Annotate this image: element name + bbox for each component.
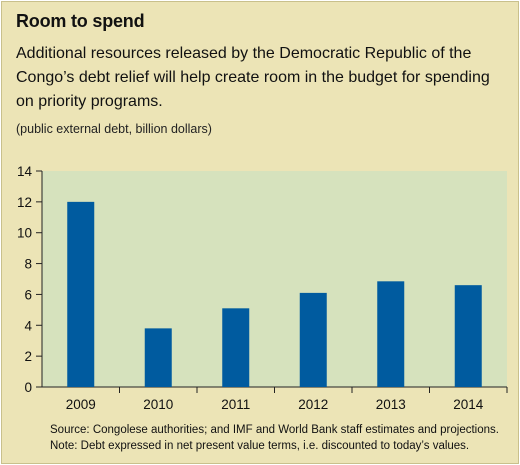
x-tick-label: 2012 bbox=[298, 397, 328, 412]
y-tick-label: 12 bbox=[17, 195, 32, 210]
x-tick-label: 2009 bbox=[66, 397, 96, 412]
y-tick-label: 0 bbox=[24, 380, 32, 395]
chart-subtitle: Additional resources released by the Dem… bbox=[16, 45, 490, 110]
bar-2012 bbox=[299, 292, 327, 387]
y-tick-label: 2 bbox=[24, 349, 32, 364]
y-tick-label: 14 bbox=[17, 164, 33, 179]
y-tick-label: 4 bbox=[24, 318, 32, 333]
x-tick-label: 2010 bbox=[143, 397, 173, 412]
chart-notes: Source: Congolese authorities; and IMF a… bbox=[50, 423, 499, 454]
plot-area bbox=[42, 171, 507, 387]
bar-2013 bbox=[377, 281, 405, 387]
x-tick-label: 2013 bbox=[376, 397, 406, 412]
x-tick-label: 2011 bbox=[221, 397, 250, 412]
bar-2011 bbox=[222, 308, 250, 387]
source-note: Source: Congolese authorities; and IMF a… bbox=[50, 424, 499, 436]
y-tick-label: 10 bbox=[17, 226, 32, 241]
bar-chart: 0 2 4 6 8 10 12 14 2009 2010 2011 2012 2013 2014 bbox=[17, 164, 508, 412]
y-tick-label: 6 bbox=[24, 287, 32, 302]
chart-title: Room to spend bbox=[16, 11, 145, 31]
bar-2009 bbox=[67, 201, 95, 387]
units-label: (public external debt, billion dollars) bbox=[16, 122, 212, 136]
x-tick-label: 2014 bbox=[453, 397, 484, 412]
bar-2010 bbox=[144, 328, 172, 387]
footnote: Note: Debt expressed in net present valu… bbox=[50, 439, 470, 452]
y-tick-label: 8 bbox=[24, 257, 32, 272]
bar-2014 bbox=[454, 285, 482, 387]
